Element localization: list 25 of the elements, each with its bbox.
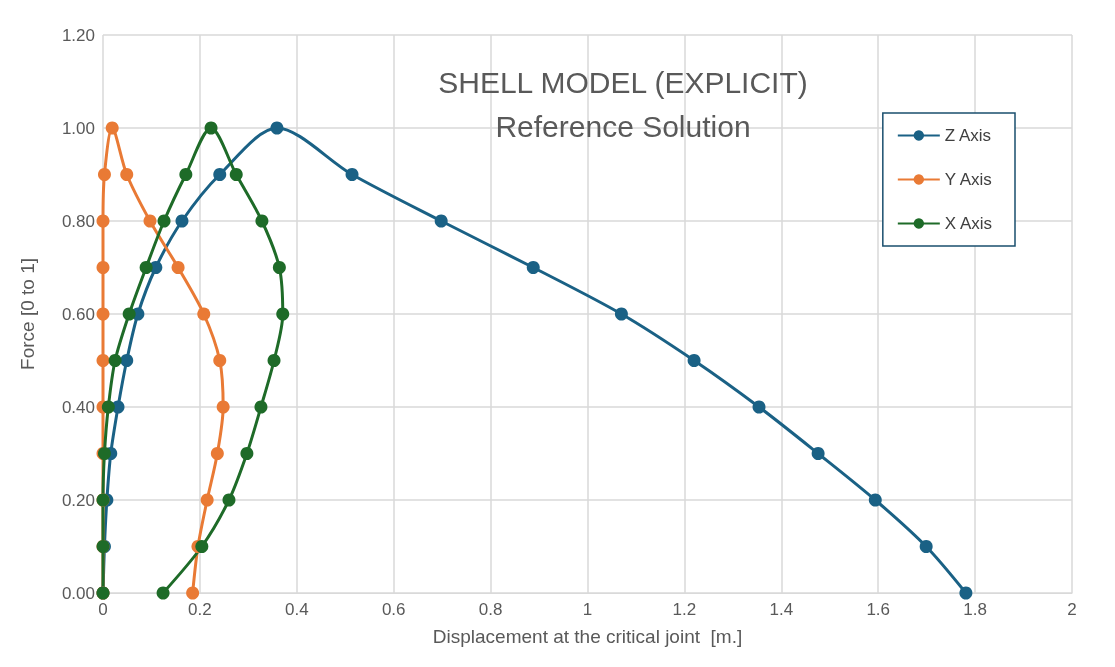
y-tick-label: 0.80	[61, 211, 95, 231]
x-tick-label: 0.4	[284, 600, 309, 619]
legend-label: X Axis	[944, 214, 993, 233]
x-tick-label: 1.4	[769, 600, 794, 619]
x-axis-title: Displacement at the critical joint [m.]	[432, 626, 743, 647]
x-tick-label: 0.6	[381, 600, 406, 619]
x-tick-label: 1.8	[963, 600, 987, 619]
x-tick-label: 2	[1067, 600, 1077, 619]
x-tick-label: 0.2	[188, 600, 212, 619]
x-tick-label: 0.8	[478, 600, 503, 619]
y-tick-label: 0.60	[61, 304, 95, 324]
text: SHELL MODEL (EXPLICIT)	[438, 65, 808, 99]
legend-label: Z Axis	[944, 126, 992, 145]
y-axis-title: Force [0 to 1]	[17, 258, 38, 370]
x-tick-label: 1	[582, 600, 593, 619]
text: Reference Solution	[495, 109, 751, 143]
legend-label: Y Axis	[944, 170, 992, 189]
y-tick-label: 0.00	[61, 583, 95, 603]
y-tick-label: 1.00	[61, 118, 95, 138]
x-tick-label: 1.2	[672, 600, 697, 619]
x-tick-label: 0	[98, 600, 108, 619]
y-tick-label: 1.20	[61, 25, 95, 45]
y-tick-label: 0.40	[61, 397, 95, 417]
y-tick-label: 0.20	[61, 490, 95, 510]
x-tick-label: 1.6	[866, 600, 891, 619]
